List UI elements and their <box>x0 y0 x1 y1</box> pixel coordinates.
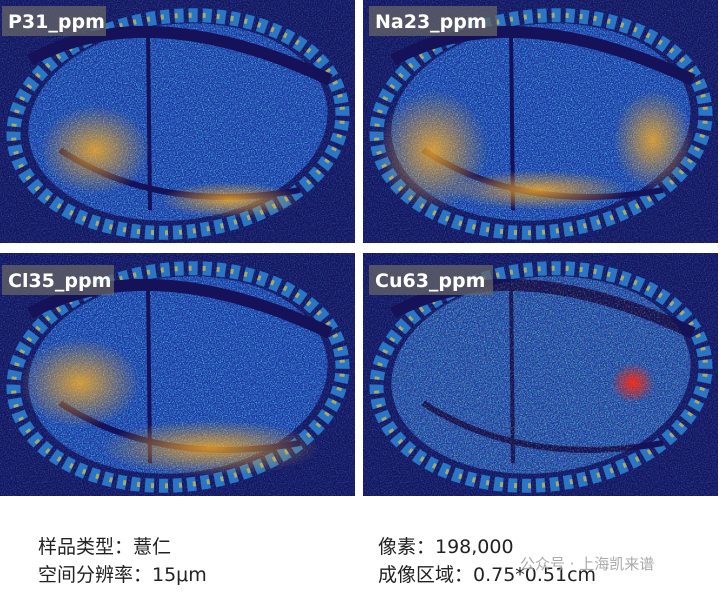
caption: 空间分辨率：15μm <box>38 564 207 586</box>
panel-label: Cu63_ppm <box>375 270 485 292</box>
caption: 像素：198,000 <box>378 536 514 558</box>
map-panel: Na23_ppm <box>363 0 718 249</box>
map-panel: P31_ppm <box>0 0 355 249</box>
caption: 成像区域：0.75*0.51cm <box>378 564 597 586</box>
caption: 样品类型：薏仁 <box>38 536 172 558</box>
figure: P31_ppm Na23_ppm Cl35_ppm Cu63_ppm <box>0 0 726 500</box>
panel-label: Cl35_ppm <box>8 270 111 292</box>
map-panel: Cu63_ppm <box>363 252 718 500</box>
panel-label: P31_ppm <box>8 11 105 33</box>
watermark: 公众号 · 上海凯来谱 <box>520 555 655 573</box>
map-panel: Cl35_ppm <box>0 252 355 500</box>
panel-label: Na23_ppm <box>375 11 487 33</box>
